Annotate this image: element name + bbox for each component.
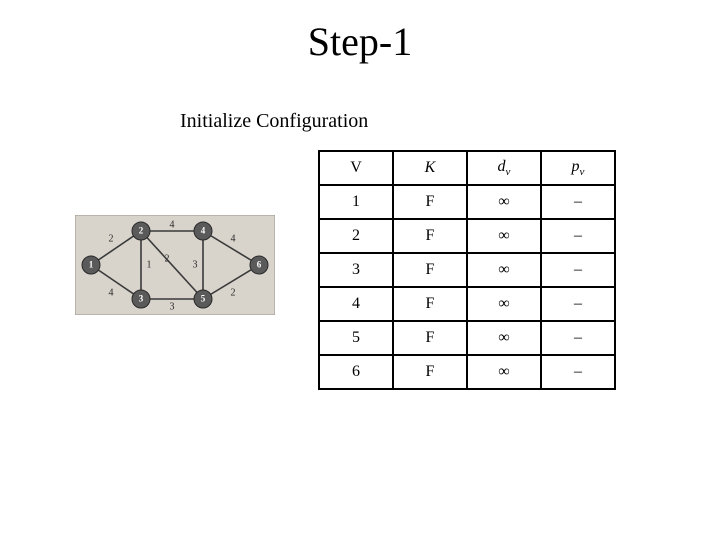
slide-title: Step-1	[0, 18, 720, 65]
cell-v: 3	[319, 253, 393, 287]
table-header-row: V K dv pv	[319, 151, 615, 185]
cell-v: 5	[319, 321, 393, 355]
svg-text:2: 2	[139, 226, 144, 236]
svg-text:1: 1	[89, 260, 94, 270]
table-body: 1F∞–2F∞–3F∞–4F∞–5F∞–6F∞–	[319, 185, 615, 389]
cell-d: ∞	[467, 185, 541, 219]
svg-text:2: 2	[231, 287, 236, 298]
svg-text:3: 3	[170, 301, 175, 312]
col-header-k: K	[393, 151, 467, 185]
cell-k: F	[393, 287, 467, 321]
svg-text:1: 1	[147, 259, 152, 270]
svg-text:4: 4	[170, 219, 175, 230]
svg-text:2: 2	[165, 253, 170, 264]
cell-p: –	[541, 219, 615, 253]
table-row: 1F∞–	[319, 185, 615, 219]
graph-svg: 2 4 1 4 2 3 3 4 2 1 2 3 4 5 6	[75, 215, 275, 315]
cell-k: F	[393, 253, 467, 287]
cell-k: F	[393, 355, 467, 389]
col-header-d: dv	[467, 151, 541, 185]
config-table: V K dv pv 1F∞–2F∞–3F∞–4F∞–5F∞–6F∞–	[318, 150, 616, 390]
slide: { "title": "Step-1", "subtitle": "Initia…	[0, 0, 720, 540]
svg-text:4: 4	[231, 233, 236, 244]
cell-v: 6	[319, 355, 393, 389]
cell-p: –	[541, 253, 615, 287]
svg-text:3: 3	[139, 294, 144, 304]
col-header-p: pv	[541, 151, 615, 185]
cell-p: –	[541, 287, 615, 321]
svg-text:3: 3	[193, 259, 198, 270]
table-row: 5F∞–	[319, 321, 615, 355]
svg-text:4: 4	[109, 287, 114, 298]
cell-d: ∞	[467, 287, 541, 321]
cell-v: 2	[319, 219, 393, 253]
slide-subtitle: Initialize Configuration	[180, 110, 368, 133]
table-row: 3F∞–	[319, 253, 615, 287]
table-row: 4F∞–	[319, 287, 615, 321]
cell-d: ∞	[467, 253, 541, 287]
cell-v: 1	[319, 185, 393, 219]
cell-d: ∞	[467, 321, 541, 355]
table-row: 6F∞–	[319, 355, 615, 389]
cell-p: –	[541, 185, 615, 219]
cell-k: F	[393, 185, 467, 219]
svg-text:2: 2	[109, 233, 114, 244]
cell-k: F	[393, 321, 467, 355]
cell-p: –	[541, 355, 615, 389]
cell-d: ∞	[467, 355, 541, 389]
svg-text:4: 4	[201, 226, 206, 236]
table-row: 2F∞–	[319, 219, 615, 253]
cell-v: 4	[319, 287, 393, 321]
cell-k: F	[393, 219, 467, 253]
cell-p: –	[541, 321, 615, 355]
svg-text:5: 5	[201, 294, 206, 304]
svg-text:6: 6	[257, 260, 262, 270]
col-header-v: V	[319, 151, 393, 185]
graph-diagram: 2 4 1 4 2 3 3 4 2 1 2 3 4 5 6	[75, 215, 275, 315]
config-table-wrap: V K dv pv 1F∞–2F∞–3F∞–4F∞–5F∞–6F∞–	[318, 150, 616, 390]
cell-d: ∞	[467, 219, 541, 253]
